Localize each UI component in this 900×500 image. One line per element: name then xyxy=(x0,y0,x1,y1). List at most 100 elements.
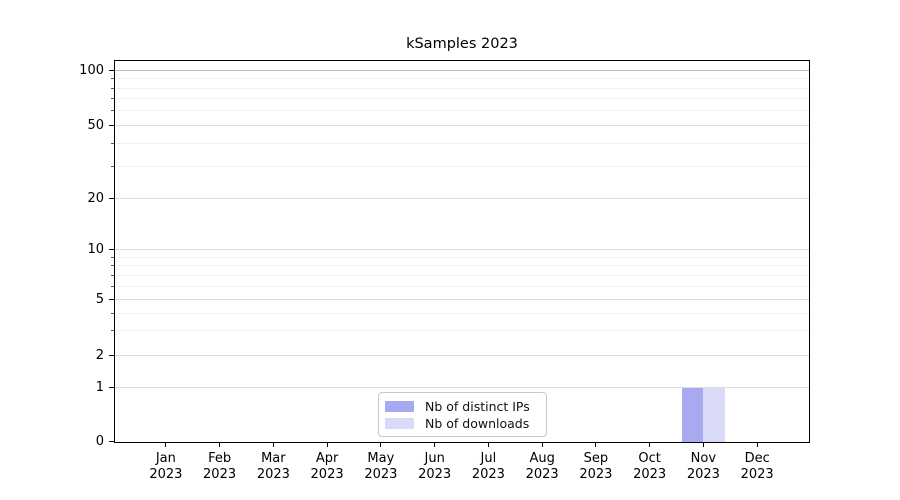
x-tick-mark xyxy=(272,443,274,447)
x-tick-mark xyxy=(165,443,167,447)
y-tick-label: 5 xyxy=(95,291,104,307)
y-tick-label: 20 xyxy=(87,191,104,207)
x-tick-label-feb: Feb 2023 xyxy=(203,451,236,483)
y-tick-mark xyxy=(109,198,114,200)
x-tick-year: 2023 xyxy=(203,467,237,482)
x-tick-month: Mar xyxy=(261,451,286,466)
legend-swatch xyxy=(385,418,414,429)
bar-nb-of-downloads xyxy=(703,388,725,442)
y-tick-mark xyxy=(109,441,114,442)
gridline-minor xyxy=(115,312,809,314)
legend: Nb of distinct IPs Nb of downloads xyxy=(378,392,547,437)
x-tick-month: Sep xyxy=(583,451,609,466)
x-tick-year: 2023 xyxy=(418,467,452,482)
gridline-minor xyxy=(115,78,809,80)
x-tick-mark xyxy=(649,443,651,447)
x-tick-year: 2023 xyxy=(149,467,183,482)
gridline-minor xyxy=(115,87,809,89)
x-tick-year: 2023 xyxy=(256,467,290,482)
x-tick-mark xyxy=(326,443,328,447)
x-tick-mark xyxy=(541,443,543,447)
y-minor-tick-mark xyxy=(111,330,114,332)
x-tick-label-nov: Nov 2023 xyxy=(687,451,720,483)
gridline-major xyxy=(115,355,809,357)
y-tick-label: 2 xyxy=(95,348,104,364)
legend-item: Nb of downloads xyxy=(385,415,538,432)
x-tick-mark xyxy=(434,443,436,447)
x-tick-year: 2023 xyxy=(579,467,613,482)
x-tick-year: 2023 xyxy=(686,467,720,482)
x-tick-year: 2023 xyxy=(525,467,559,482)
x-tick-month: May xyxy=(367,451,395,466)
x-tick-month: Nov xyxy=(690,451,717,466)
y-tick-label: 1 xyxy=(95,380,104,396)
x-tick-label-aug: Aug 2023 xyxy=(526,451,559,483)
legend-item: Nb of distinct IPs xyxy=(385,398,538,415)
legend-label: Nb of downloads xyxy=(425,416,530,431)
x-tick-label-apr: Apr 2023 xyxy=(311,451,344,483)
y-tick-mark xyxy=(109,387,114,389)
x-tick-label-jun: Jun 2023 xyxy=(418,451,451,483)
y-tick-mark xyxy=(109,249,114,251)
y-tick-label: 50 xyxy=(87,117,104,133)
legend-swatch xyxy=(385,401,414,412)
x-tick-label-dec: Dec 2023 xyxy=(741,451,774,483)
gridline-minor xyxy=(115,110,809,112)
x-tick-mark xyxy=(595,443,597,447)
y-tick-label: 0 xyxy=(95,434,104,449)
y-tick-label: 10 xyxy=(87,242,104,258)
gridline-minor xyxy=(115,142,809,144)
y-minor-tick-mark xyxy=(111,165,114,167)
x-tick-year: 2023 xyxy=(471,467,505,482)
gridline-minor xyxy=(115,330,809,332)
y-minor-tick-mark xyxy=(111,312,114,314)
gridline-minor xyxy=(115,265,809,267)
x-tick-month: Apr xyxy=(315,451,339,466)
x-tick-month: Oct xyxy=(638,451,661,466)
x-tick-mark xyxy=(756,443,758,447)
gridline-major xyxy=(115,298,809,300)
x-tick-month: Jul xyxy=(480,451,497,466)
gridline-major xyxy=(115,387,809,389)
y-minor-tick-mark xyxy=(111,87,114,89)
y-tick-mark xyxy=(109,298,114,300)
y-minor-tick-mark xyxy=(111,78,114,80)
bar-nb-of-distinct-ips xyxy=(681,388,704,442)
chart-title: kSamples 2023 xyxy=(406,36,518,52)
x-tick-label-sep: Sep 2023 xyxy=(579,451,612,483)
x-tick-month: Aug xyxy=(529,451,555,466)
y-tick-mark xyxy=(109,124,114,126)
plot-area: 0 1 2 5 10 20 50 100 Jan 2023 Feb 2023 Mar 2023 Apr 202… xyxy=(79,60,810,482)
y-minor-tick-mark xyxy=(111,274,114,276)
gridline-minor xyxy=(115,274,809,276)
x-tick-mark xyxy=(702,443,704,447)
x-tick-year: 2023 xyxy=(633,467,667,482)
x-tick-mark xyxy=(487,443,489,447)
y-minor-tick-mark xyxy=(111,98,114,100)
x-tick-mark xyxy=(380,443,382,447)
y-minor-tick-mark xyxy=(111,256,114,258)
x-tick-label-jan: Jan 2023 xyxy=(149,451,182,483)
x-tick-month: Feb xyxy=(208,451,232,466)
x-tick-label-may: May 2023 xyxy=(364,451,397,483)
x-tick-label-mar: Mar 2023 xyxy=(257,451,290,483)
gridline-minor xyxy=(115,285,809,287)
x-tick-year: 2023 xyxy=(740,467,774,482)
x-tick-month: Jan xyxy=(155,451,176,466)
gridline-minor xyxy=(115,256,809,258)
gridline-major xyxy=(115,124,809,126)
y-minor-tick-mark xyxy=(111,110,114,112)
x-tick-year: 2023 xyxy=(310,467,344,482)
legend-label: Nb of distinct IPs xyxy=(425,399,530,414)
gridline-major xyxy=(115,69,809,71)
x-tick-month: Dec xyxy=(744,451,770,466)
gridline-major xyxy=(115,198,809,200)
x-tick-mark xyxy=(219,443,221,447)
y-minor-tick-mark xyxy=(111,142,114,144)
x-tick-label-jul: Jul 2023 xyxy=(472,451,505,483)
x-tick-label-oct: Oct 2023 xyxy=(633,451,666,483)
gridline-minor xyxy=(115,98,809,100)
gridline-major xyxy=(115,249,809,251)
y-tick-mark xyxy=(109,355,114,357)
